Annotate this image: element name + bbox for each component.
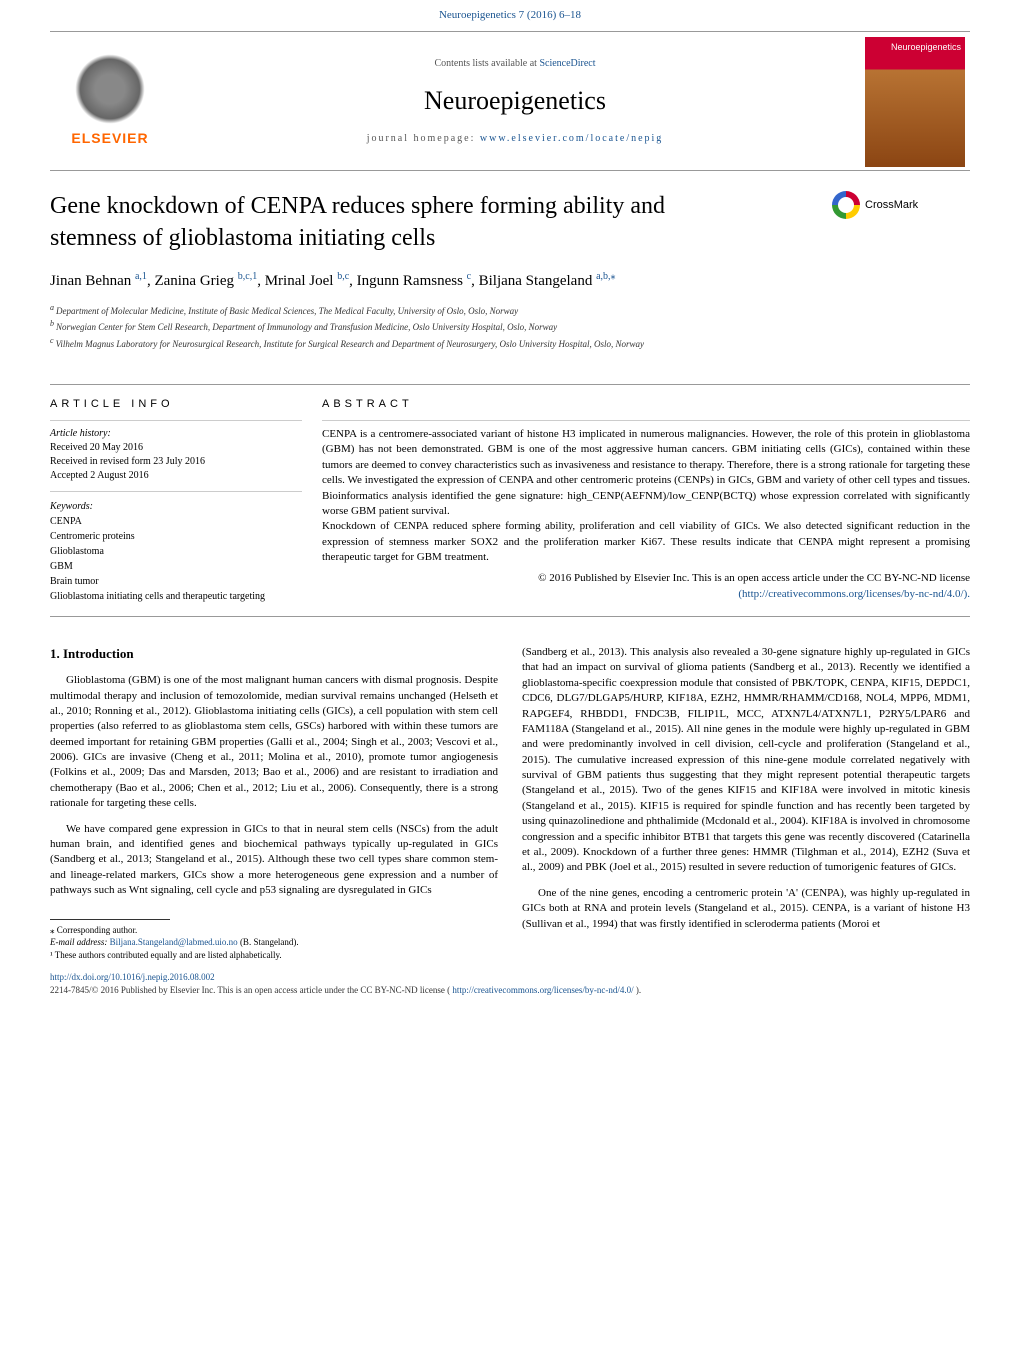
divider-top bbox=[50, 384, 970, 385]
citation-text: Neuroepigenetics 7 (2016) 6–18 bbox=[439, 9, 581, 21]
article-info-column: ARTICLE INFO Article history: Received 2… bbox=[50, 397, 302, 604]
affiliation-c: cVilhelm Magnus Laboratory for Neurosurg… bbox=[50, 335, 970, 351]
article-header: Gene knockdown of CENPA reduces sphere f… bbox=[0, 171, 1020, 371]
contents-line: Contents lists available at ScienceDirec… bbox=[434, 57, 595, 71]
accepted-date: Accepted 2 August 2016 bbox=[50, 469, 302, 483]
affiliation-a: aDepartment of Molecular Medicine, Insti… bbox=[50, 302, 970, 318]
corresponding-note: ⁎ Corresponding author. bbox=[50, 924, 498, 937]
divider-bottom bbox=[50, 616, 970, 617]
abstract-para2: Knockdown of CENPA reduced sphere formin… bbox=[322, 519, 970, 565]
sciencedirect-link[interactable]: ScienceDirect bbox=[539, 58, 595, 69]
header-citation: Neuroepigenetics 7 (2016) 6–18 bbox=[0, 0, 1020, 31]
journal-cover: Neuroepigenetics bbox=[865, 37, 965, 167]
email-suffix: (B. Stangeland). bbox=[240, 937, 299, 947]
email-note: E-mail address: Biljana.Stangeland@labme… bbox=[50, 936, 498, 949]
article-title: Gene knockdown of CENPA reduces sphere f… bbox=[50, 191, 832, 253]
keyword-0: CENPA bbox=[50, 514, 302, 529]
keyword-5: Glioblastoma initiating cells and therap… bbox=[50, 589, 302, 604]
crossmark-badge[interactable]: CrossMark bbox=[832, 191, 918, 219]
abstract-copyright: © 2016 Published by Elsevier Inc. This i… bbox=[322, 571, 970, 586]
keyword-4: Brain tumor bbox=[50, 574, 302, 589]
journal-header: ELSEVIER Contents lists available at Sci… bbox=[50, 31, 970, 171]
abstract-para1: CENPA is a centromere-associated variant… bbox=[322, 427, 970, 519]
journal-center: Contents lists available at ScienceDirec… bbox=[170, 32, 860, 170]
issn-text: 2214-7845/© 2016 Published by Elsevier I… bbox=[50, 985, 450, 995]
footer-meta: http://dx.doi.org/10.1016/j.nepig.2016.0… bbox=[0, 961, 1020, 1006]
elsevier-logo: ELSEVIER bbox=[50, 32, 170, 170]
journal-title: Neuroepigenetics bbox=[424, 83, 606, 119]
keywords-label: Keywords: bbox=[50, 500, 302, 514]
crossmark-icon bbox=[832, 191, 860, 219]
author-0: Jinan Behnan a,1 bbox=[50, 273, 147, 289]
history-label: Article history: bbox=[50, 427, 302, 441]
elsevier-tree-icon bbox=[75, 54, 145, 124]
elsevier-text: ELSEVIER bbox=[71, 129, 148, 149]
history-block: Article history: Received 20 May 2016 Re… bbox=[50, 427, 302, 492]
cover-label: Neuroepigenetics bbox=[865, 37, 965, 58]
keyword-2: Glioblastoma bbox=[50, 544, 302, 559]
homepage-prefix: journal homepage: bbox=[367, 133, 480, 144]
author-1: Zanina Grieg b,c,1 bbox=[154, 273, 257, 289]
title-line1: Gene knockdown of CENPA reduces sphere f… bbox=[50, 193, 665, 219]
author-2: Mrinal Joel b,c bbox=[265, 273, 349, 289]
keywords-block: Keywords: CENPA Centromeric proteins Gli… bbox=[50, 500, 302, 604]
affiliation-b: bNorwegian Center for Stem Cell Research… bbox=[50, 318, 970, 334]
abstract-column: ABSTRACT CENPA is a centromere-associate… bbox=[322, 397, 970, 604]
contents-prefix: Contents lists available at bbox=[434, 58, 539, 69]
email-link[interactable]: Biljana.Stangeland@labmed.uio.no bbox=[110, 937, 238, 947]
journal-homepage: journal homepage: www.elsevier.com/locat… bbox=[367, 132, 664, 146]
intro-right-p1: (Sandberg et al., 2013). This analysis a… bbox=[522, 645, 970, 876]
received-date: Received 20 May 2016 bbox=[50, 441, 302, 455]
intro-left-p2: We have compared gene expression in GICs… bbox=[50, 822, 498, 899]
author-3: Ingunn Ramsness c bbox=[357, 273, 471, 289]
license-link[interactable]: (http://creativecommons.org/licenses/by-… bbox=[738, 588, 970, 600]
email-label: E-mail address: bbox=[50, 937, 110, 947]
crossmark-label: CrossMark bbox=[865, 198, 918, 213]
abstract-license: (http://creativecommons.org/licenses/by-… bbox=[322, 587, 970, 602]
issn-suffix: ). bbox=[636, 985, 641, 995]
keywords-list: CENPA Centromeric proteins Glioblastoma … bbox=[50, 514, 302, 604]
intro-right-p2: One of the nine genes, encoding a centro… bbox=[522, 886, 970, 932]
authors-line: Jinan Behnan a,1, Zanina Grieg b,c,1, Mr… bbox=[50, 270, 970, 292]
license-inline-link[interactable]: http://creativecommons.org/licenses/by-n… bbox=[452, 985, 633, 995]
article-info-label: ARTICLE INFO bbox=[50, 397, 302, 412]
intro-heading: 1. Introduction bbox=[50, 645, 498, 663]
affiliations: aDepartment of Molecular Medicine, Insti… bbox=[50, 302, 970, 351]
right-column: (Sandberg et al., 2013). This analysis a… bbox=[522, 645, 970, 961]
homepage-link[interactable]: www.elsevier.com/locate/nepig bbox=[480, 133, 663, 144]
author-4: Biljana Stangeland a,b,⁎ bbox=[479, 273, 616, 289]
keyword-1: Centromeric proteins bbox=[50, 529, 302, 544]
issn-line: 2214-7845/© 2016 Published by Elsevier I… bbox=[50, 984, 970, 997]
keyword-3: GBM bbox=[50, 559, 302, 574]
title-line2: stemness of glioblastoma initiating cell… bbox=[50, 225, 435, 251]
doi-link[interactable]: http://dx.doi.org/10.1016/j.nepig.2016.0… bbox=[50, 972, 215, 982]
abstract-label: ABSTRACT bbox=[322, 397, 970, 412]
intro-left-p1: Glioblastoma (GBM) is one of the most ma… bbox=[50, 673, 498, 812]
revised-date: Received in revised form 23 July 2016 bbox=[50, 455, 302, 469]
footer-notes: ⁎ Corresponding author. E-mail address: … bbox=[50, 919, 498, 962]
info-abstract-row: ARTICLE INFO Article history: Received 2… bbox=[0, 397, 1020, 604]
equal-contrib-note: ¹ These authors contributed equally and … bbox=[50, 949, 498, 962]
main-content: 1. Introduction Glioblastoma (GBM) is on… bbox=[0, 629, 1020, 961]
left-column: 1. Introduction Glioblastoma (GBM) is on… bbox=[50, 645, 498, 961]
